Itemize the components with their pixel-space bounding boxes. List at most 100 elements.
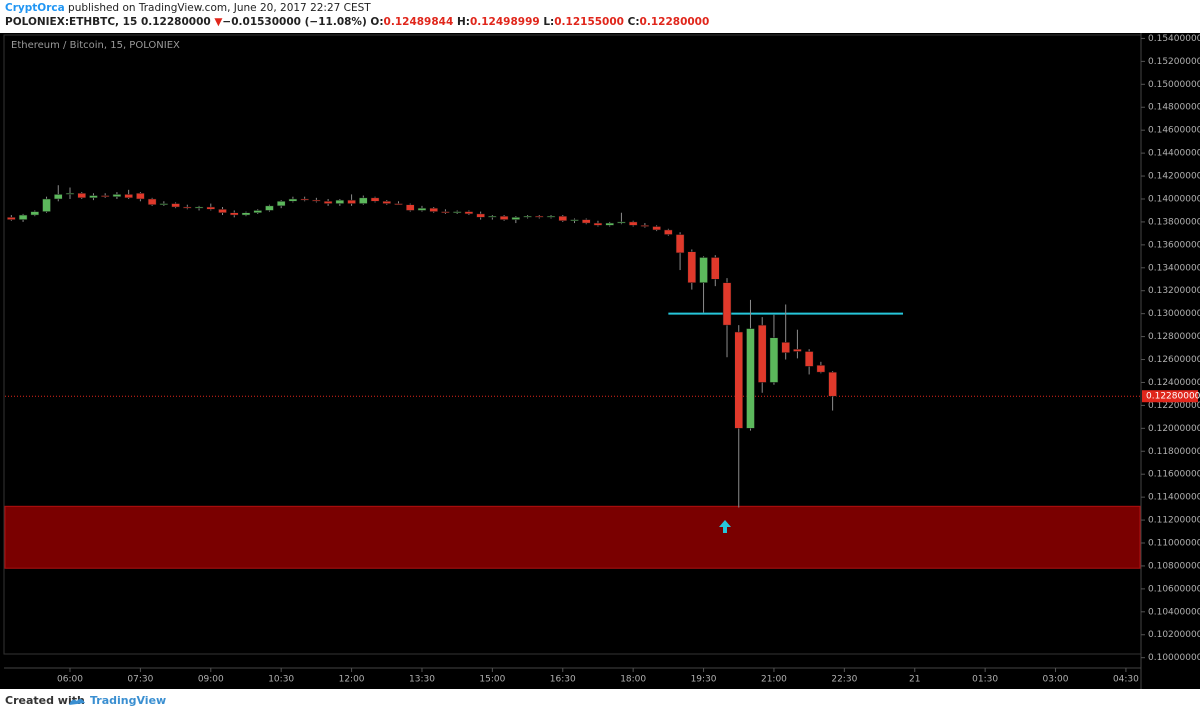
candle-body	[159, 203, 169, 205]
candle-body	[441, 211, 450, 213]
y-tick-label: 0.14600000	[1148, 126, 1200, 136]
candle-body	[675, 234, 685, 254]
y-tick-label: 0.13400000	[1148, 263, 1200, 273]
candle-body	[300, 198, 309, 201]
candle-body	[581, 219, 591, 224]
arrow-marker	[719, 520, 731, 533]
candle-body	[65, 193, 75, 195]
candle-body	[593, 222, 603, 226]
last-price-label: 0.12280000	[1146, 392, 1200, 402]
candle-body	[746, 328, 755, 429]
candle-body	[699, 257, 708, 283]
change: −0.01530000 (−11.08%)	[222, 16, 367, 28]
candle-body	[546, 215, 556, 218]
candle-body	[781, 342, 790, 353]
y-tick-label: 0.13000000	[1148, 309, 1200, 319]
candle-body	[488, 215, 497, 218]
y-tick-label: 0.15400000	[1148, 34, 1200, 44]
candle-body	[265, 205, 274, 211]
candle-body	[370, 197, 380, 202]
symbol-line: POLONIEX:ETHBTC, 15 0.12280000 ▼−0.01530…	[5, 16, 709, 28]
candle-body	[194, 206, 204, 209]
candle-body	[136, 193, 145, 200]
y-tick-label: 0.13800000	[1148, 217, 1200, 227]
candle-body	[652, 226, 661, 231]
x-tick-label: 09:00	[198, 675, 224, 685]
x-tick-label: 07:30	[127, 675, 153, 685]
y-tick-label: 0.14000000	[1148, 194, 1200, 204]
logo	[69, 698, 85, 705]
symbol: POLONIEX:ETHBTC, 15	[5, 16, 138, 28]
y-tick-label: 0.10600000	[1148, 584, 1200, 594]
chart: Ethereum / Bitcoin, 15, POLONIEX 0.15400…	[0, 33, 1200, 689]
x-tick-label: 19:30	[691, 675, 717, 685]
candle-body	[628, 221, 638, 226]
candle-body	[804, 351, 814, 367]
candle-body	[535, 215, 544, 218]
chart-background	[0, 33, 1200, 689]
candle-body	[394, 203, 403, 205]
c: 0.12280000	[639, 16, 710, 28]
candle-body	[757, 324, 767, 383]
created-with: Created with	[5, 694, 85, 707]
candle-body	[312, 199, 321, 202]
y-tick-label: 0.12800000	[1148, 332, 1200, 342]
y-tick-label: 0.10400000	[1148, 607, 1200, 617]
x-tick-label: 18:00	[620, 675, 646, 685]
y-tick-label: 0.12400000	[1148, 378, 1200, 388]
candle-body	[359, 197, 368, 204]
candle-body	[687, 251, 697, 283]
candle-body	[30, 211, 40, 216]
candle-body	[617, 221, 626, 224]
x-tick-label: 04:30	[1113, 675, 1139, 685]
y-tick-label: 0.11400000	[1148, 493, 1200, 503]
published: published on TradingView.com, June 20, 2…	[68, 2, 371, 14]
candle-body	[230, 212, 239, 216]
y-tick-label: 0.12600000	[1148, 355, 1200, 365]
candle-body	[405, 204, 415, 211]
c-label: C:	[627, 16, 640, 28]
candle-body	[722, 282, 732, 326]
y-tick-label: 0.10200000	[1148, 630, 1200, 640]
candle-body	[382, 201, 392, 204]
y-tick-label: 0.12000000	[1148, 424, 1200, 434]
o-label: O:	[370, 16, 384, 28]
x-tick-label: 21	[909, 675, 920, 685]
y-tick-label: 0.11600000	[1148, 470, 1200, 480]
x-tick-label: 22:30	[831, 675, 857, 685]
candle-body	[7, 217, 16, 220]
chart-title: Ethereum / Bitcoin, 15, POLONIEX	[11, 40, 180, 51]
candle-body	[218, 209, 227, 213]
candle-body	[511, 217, 521, 220]
x-tick-label: 10:30	[268, 675, 294, 685]
support-zone	[4, 505, 1141, 569]
last-price-box	[1142, 390, 1198, 403]
x-tick-label: 13:30	[409, 675, 435, 685]
candle-body	[183, 206, 192, 209]
author[interactable]: CryptOrca	[5, 2, 65, 14]
l-label: L:	[543, 16, 555, 28]
candle-body	[476, 213, 485, 218]
h-label: H:	[456, 16, 470, 28]
candle-body	[558, 215, 568, 222]
candle-body	[54, 194, 63, 200]
candle-body	[100, 195, 110, 197]
brand[interactable]: TradingView	[90, 694, 167, 707]
candle-body	[816, 365, 826, 373]
candle-body	[464, 211, 474, 215]
candle-body	[18, 214, 28, 220]
last: 0.12280000	[140, 16, 211, 28]
x-tick-label: 15:00	[479, 675, 505, 685]
y-tick-label: 0.13200000	[1148, 286, 1200, 296]
candle-body	[253, 210, 262, 213]
x-tick-label: 12:00	[339, 675, 365, 685]
header: CryptOrca published on TradingView.com, …	[0, 0, 1200, 33]
arrow-icon	[719, 520, 731, 533]
candle-body	[605, 222, 614, 226]
x-tick-label: 21:00	[761, 675, 787, 685]
candle-body	[452, 211, 462, 213]
candle-body	[171, 203, 180, 208]
x-tick-label: 16:30	[550, 675, 576, 685]
y-tick-label: 0.11000000	[1148, 539, 1200, 549]
